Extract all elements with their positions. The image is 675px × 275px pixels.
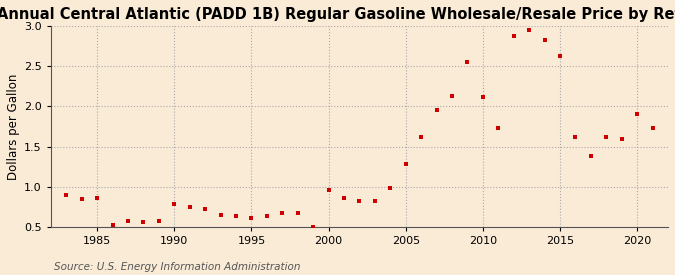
Point [292,211,303,216]
Text: Source: U.S. Energy Information Administration: Source: U.S. Energy Information Administ… [54,262,300,272]
Point [107,223,118,227]
Point [246,216,257,220]
Point [616,136,627,141]
Point [153,219,164,224]
Point [585,154,596,158]
Point [76,197,87,202]
Point [385,186,396,190]
Point [169,202,180,206]
Point [447,94,458,98]
Point [632,111,643,116]
Point [462,59,473,64]
Y-axis label: Dollars per Gallon: Dollars per Gallon [7,73,20,180]
Point [555,54,566,59]
Point [431,108,442,112]
Point [261,214,272,218]
Point [200,207,211,211]
Point [524,27,535,32]
Point [138,220,149,224]
Point [123,219,134,223]
Point [477,95,488,99]
Point [508,34,519,39]
Point [416,134,427,139]
Point [400,162,411,166]
Point [493,126,504,130]
Point [647,126,658,130]
Point [539,38,550,43]
Point [570,135,581,139]
Point [601,135,612,139]
Point [61,193,72,197]
Title: Annual Central Atlantic (PADD 1B) Regular Gasoline Wholesale/Resale Price by Ref: Annual Central Atlantic (PADD 1B) Regula… [0,7,675,22]
Point [339,196,350,200]
Point [231,214,242,218]
Point [308,224,319,229]
Point [215,212,226,217]
Point [277,211,288,216]
Point [184,205,195,209]
Point [369,199,380,204]
Point [92,196,103,201]
Point [354,199,365,203]
Point [323,188,334,192]
